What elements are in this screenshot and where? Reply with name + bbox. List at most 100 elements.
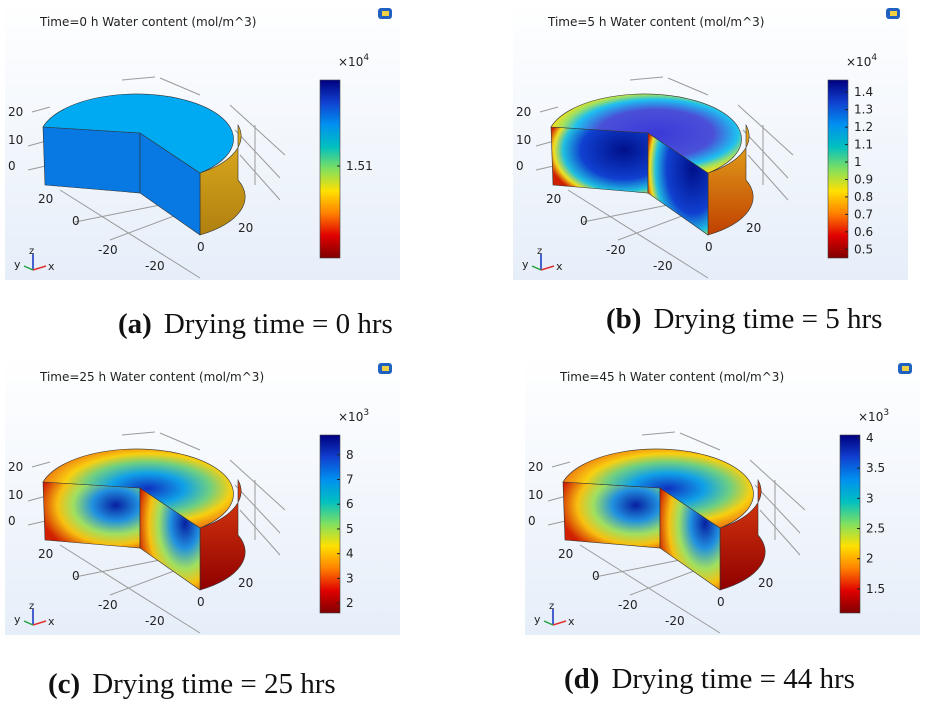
top-surface [550,93,742,174]
colorbar [319,79,341,259]
x-tick-label: -20 [665,614,685,628]
plot-title: Time=25 h Water content (mol/m^3) [39,370,264,384]
outer-side-surface [707,123,754,236]
z-tick-label: 0 [528,514,536,528]
caption-c: (c) Drying time = 25 hrs [48,668,336,701]
y-tick-label: -20 [606,243,626,257]
y-tick-label: 20 [38,192,53,206]
plot-panel-b: Time=5 h Water content (mol/m^3) ×104 1.… [508,0,918,285]
z-tick-label: 20 [528,460,543,474]
caption-label: (a) [118,308,152,340]
svg-text:y: y [14,613,21,626]
plot-title: Time=5 h Water content (mol/m^3) [547,15,765,29]
caption-label: (d) [564,663,600,695]
y-tick-label: 0 [72,569,80,583]
grid-lines [547,431,806,634]
z-tick-label: 20 [8,105,23,119]
caption-text: Drying time = 5 hrs [653,303,883,335]
caption-label: (c) [48,668,81,700]
caption-text: Drying time = 0 hrs [163,308,393,340]
svg-text:x: x [568,615,575,628]
z-tick-label: 0 [516,159,524,173]
plot-title: Time=0 h Water content (mol/m^3) [39,15,257,29]
plot-panel-c: Time=25 h Water content (mol/m^3) ×103 8… [0,355,410,640]
x-tick-label: 0 [717,595,725,609]
colorbar-tick-label: 0.7 [854,207,873,221]
colorbar [827,79,849,259]
colorbar-multiplier: ×104 [846,53,877,69]
svg-text:x: x [48,260,55,273]
colorbar-multiplier: ×103 [858,408,889,424]
colorbar-multiplier: ×104 [338,53,369,69]
y-tick-label: -20 [98,243,118,257]
outer-side-surface [199,478,246,591]
colorbar-tick-label: 2.5 [866,522,885,536]
x-tick-label: 0 [197,595,205,609]
svg-text:z: z [537,246,542,257]
colorbar-tick-label: 2 [346,596,354,610]
colorbar-tick-label: 2 [866,552,874,566]
settings-icon[interactable] [378,363,392,374]
grid-lines [535,76,794,279]
colorbar-tick-label: 5 [346,522,354,536]
svg-text:y: y [14,258,21,271]
x-tick-label: -20 [653,259,673,273]
z-tick-label: 10 [516,133,531,147]
axis-triad-icon: yz x [534,601,575,628]
x-tick-label: -20 [145,259,165,273]
x-tick-label: 20 [238,576,253,590]
cut-face-left [42,481,141,549]
top-surface [562,448,754,529]
z-tick-label: 10 [8,133,23,147]
x-tick-label: 20 [758,576,773,590]
caption-a: (a) Drying time = 0 hrs [118,308,393,341]
colorbar-tick-label: 1.51 [346,159,373,173]
x-tick-label: 20 [238,221,253,235]
colorbar-tick-label: 1.2 [854,120,873,134]
svg-text:z: z [29,601,34,612]
colorbar [319,434,341,614]
x-tick-label: 20 [746,221,761,235]
caption-b: (b) Drying time = 5 hrs [606,303,882,336]
z-tick-label: 0 [8,514,16,528]
colorbar-tick-label: 1.3 [854,103,873,117]
axis-triad-icon: yz x [14,246,55,273]
top-surface [42,93,234,174]
colorbar-tick-label: 6 [346,497,354,511]
colorbar-tick-label: 1.1 [854,138,873,152]
plot-panel-d: Time=45 h Water content (mol/m^3) ×103 4… [520,355,930,640]
colorbar-tick-label: 1.5 [866,582,885,596]
colorbar-tick-label: 4 [866,431,874,445]
svg-text:y: y [534,613,541,626]
plot-title: Time=45 h Water content (mol/m^3) [559,370,784,384]
y-tick-label: 20 [546,192,561,206]
svg-text:z: z [29,246,34,257]
outer-side-surface [719,478,766,591]
grid-lines [27,431,286,634]
colorbar-tick-label: 0.8 [854,190,873,204]
caption-text: Drying time = 25 hrs [92,668,336,700]
z-tick-label: 10 [528,488,543,502]
y-tick-label: -20 [618,598,638,612]
caption-label: (b) [606,303,642,335]
y-tick-label: 0 [592,569,600,583]
settings-icon[interactable] [378,8,392,19]
y-tick-label: -20 [98,598,118,612]
top-surface [42,448,234,529]
axis-triad-icon: yz x [522,246,563,273]
cut-face-left [550,126,649,194]
plot-panel-a: Time=0 h Water content (mol/m^3) ×104 1.… [0,0,410,285]
z-tick-label: 0 [8,159,16,173]
colorbar-multiplier: ×103 [338,408,369,424]
colorbar-tick-label: 3.5 [866,461,885,475]
colorbar-tick-label: 3 [866,491,874,505]
settings-icon[interactable] [898,363,912,374]
axis-triad-icon: yz x [14,601,55,628]
z-tick-label: 20 [8,460,23,474]
outer-side-surface [199,123,246,236]
colorbar-tick-label: 1.4 [854,85,873,99]
colorbar-tick-label: 1 [854,155,862,169]
settings-icon[interactable] [886,8,900,19]
y-tick-label: 0 [72,214,80,228]
colorbar-tick-label: 0.5 [854,242,873,256]
